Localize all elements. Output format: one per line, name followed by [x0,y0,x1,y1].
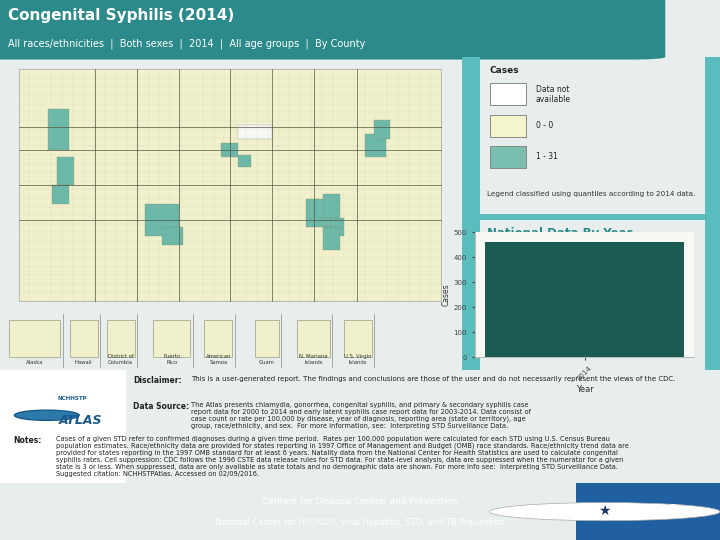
Text: Puerto
Rico: Puerto Rico [163,354,181,365]
X-axis label: Year: Year [576,384,593,394]
Text: 1 - 31: 1 - 31 [536,152,558,161]
Bar [297,320,330,357]
Bar [490,114,526,137]
Text: American
Samoa: American Samoa [206,354,231,365]
Text: N. Mariana
Islands: N. Mariana Islands [300,354,328,365]
Text: ★: ★ [598,503,611,517]
Text: Alaska: Alaska [26,360,43,365]
Text: Hawaii: Hawaii [75,360,92,365]
Circle shape [490,503,720,521]
Text: National Center for HIV/AIDS, Viral Hepatitis, STD, and TB Prevention: National Center for HIV/AIDS, Viral Hepa… [215,518,505,528]
Circle shape [14,410,79,420]
Bar [204,320,232,357]
Bar [238,125,272,139]
Text: 0 - 0: 0 - 0 [536,121,553,130]
Bar [576,483,720,540]
Text: District of
Columbia: District of Columbia [108,354,134,365]
Bar [222,144,238,157]
Text: Centers for Disease Control and Prevention: Centers for Disease Control and Preventi… [262,497,458,506]
Bar [374,120,390,139]
Text: The Atlas presents chlamydia, gonorrhea, congenital syphilis, and primary & seco: The Atlas presents chlamydia, gonorrhea,… [191,402,531,429]
Text: Disclaimer:: Disclaimer: [133,376,182,384]
Bar [162,227,184,245]
Bar [490,146,526,168]
Bar [306,199,331,227]
Bar [331,218,344,236]
Bar [343,320,372,357]
Text: U.S. Virgin
Islands: U.S. Virgin Islands [344,354,372,365]
Bar [19,69,441,301]
Bar [238,155,251,166]
Bar [323,194,340,218]
Text: CDC: CDC [639,503,678,521]
Bar [490,83,526,105]
Text: Notes:: Notes: [13,436,41,444]
Bar [53,185,69,204]
Bar [462,57,467,370]
Bar [256,320,279,357]
Text: Data Source:: Data Source: [133,402,189,410]
Text: All races/ethnicities  |  Both sexes  |  2014  |  All age groups  |  By County: All races/ethnicities | Both sexes | 201… [8,39,366,50]
Bar [0,370,126,483]
Text: ATLAS: ATLAS [59,414,102,428]
Bar [107,320,135,357]
Text: This is a user-generated report. The findings and conclusions are those of the u: This is a user-generated report. The fin… [191,376,675,382]
Bar [153,320,190,357]
Bar [57,157,73,185]
Text: Cases of a given STD refer to confirmed diagnoses during a given time period.  R: Cases of a given STD refer to confirmed … [56,436,629,477]
Text: Data not
available: Data not available [536,85,571,104]
Text: Legend classified using quantiles according to 2014 data.: Legend classified using quantiles accord… [487,191,696,198]
FancyBboxPatch shape [0,0,665,59]
Text: NCHHSTP: NCHHSTP [57,396,87,401]
Bar [145,204,179,236]
Bar [48,109,69,150]
Bar [480,214,705,220]
Bar [9,320,60,357]
Text: Congenital Syphilis (2014): Congenital Syphilis (2014) [8,9,235,23]
Bar [365,134,386,157]
Text: Guam: Guam [259,360,275,365]
Bar [70,320,97,357]
Text: National Data By Year: National Data By Year [487,227,633,240]
Bar [464,57,480,370]
Text: Cases: Cases [490,66,520,75]
Bar [705,57,720,370]
Y-axis label: Cases: Cases [441,284,451,306]
Bar [323,227,340,250]
